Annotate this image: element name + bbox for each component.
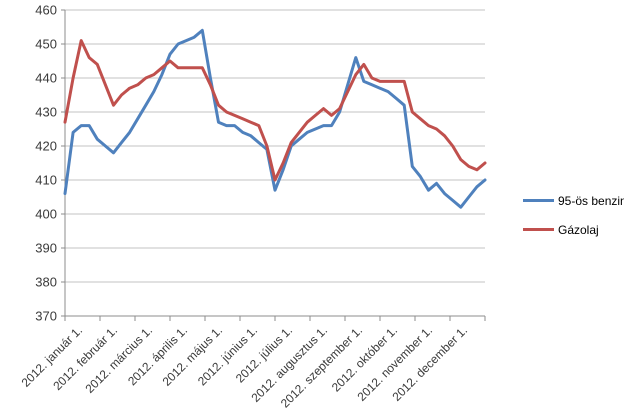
y-tick-label: 390: [35, 241, 57, 256]
legend-item-benzin[interactable]: 95-ös benzin: [523, 186, 624, 215]
x-tick-label: 2012. január 1.: [19, 323, 86, 390]
legend: 95-ös benzin Gázolaj: [523, 186, 624, 244]
y-tick-label: 380: [35, 275, 57, 290]
y-tick-label: 420: [35, 139, 57, 154]
y-tick-label: 410: [35, 173, 57, 188]
y-tick-label: 430: [35, 105, 57, 120]
legend-label-gazolaj: Gázolaj: [558, 222, 599, 237]
legend-label-benzin: 95-ös benzin: [558, 193, 624, 208]
series-line-gazolaj[interactable]: [63, 39, 487, 182]
series-line-benzin[interactable]: [63, 28, 487, 209]
y-tick-label: 460: [35, 3, 57, 18]
y-tick-label: 400: [35, 207, 57, 222]
y-tick-label: 370: [35, 309, 57, 324]
y-tick-label: 450: [35, 37, 57, 52]
y-tick-label: 440: [35, 71, 57, 86]
legend-item-gazolaj[interactable]: Gázolaj: [523, 215, 624, 244]
gazolaj-line-swatch: [523, 228, 554, 231]
benzin-line-swatch: [523, 199, 554, 202]
